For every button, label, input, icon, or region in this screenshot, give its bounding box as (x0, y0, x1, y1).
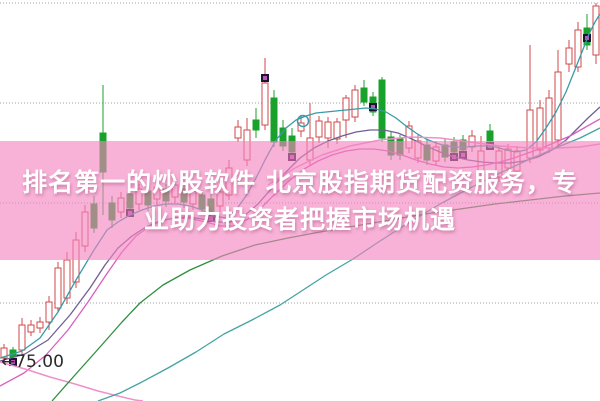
candle (108, 202, 116, 221)
ma-slate (0, 106, 600, 362)
candle (171, 184, 179, 198)
candle (225, 167, 233, 196)
candle (234, 126, 242, 139)
candle (486, 130, 494, 142)
candle (207, 198, 215, 214)
ma-green-slow (51, 192, 600, 401)
candle (536, 107, 544, 151)
candle (135, 188, 143, 205)
candle (99, 132, 107, 173)
candle (315, 120, 323, 138)
signal-marker-core (290, 155, 294, 159)
candle (216, 191, 224, 207)
signal-marker-core (209, 216, 213, 220)
ma-teal-slow (97, 127, 600, 401)
candle (144, 190, 152, 206)
candle (565, 47, 573, 65)
candle (27, 324, 35, 333)
candle (351, 89, 359, 118)
price-annotation-label: ←75.00 (1, 352, 64, 372)
candle (288, 135, 296, 153)
candle (54, 267, 62, 309)
signal-marker-core (461, 153, 465, 157)
signal-marker-core (371, 105, 375, 109)
candle (360, 87, 368, 103)
candle (270, 97, 278, 143)
candle (189, 190, 197, 205)
candle (324, 121, 332, 139)
ma-fast-teal (0, 13, 600, 359)
candle (526, 109, 534, 159)
candle (36, 321, 44, 329)
candle (198, 194, 206, 210)
candle (117, 197, 125, 213)
candle (513, 150, 521, 172)
candle (378, 79, 386, 139)
candle (396, 138, 404, 156)
candle (252, 119, 260, 131)
signal-circle-annotation (296, 114, 310, 128)
candle (261, 82, 269, 126)
candle (574, 29, 582, 68)
candle (162, 188, 170, 202)
signal-marker-core (11, 360, 15, 364)
candle (153, 186, 161, 200)
candle (554, 71, 562, 141)
ma-pink-left (0, 361, 144, 401)
ma-magenta (0, 118, 600, 387)
candle (0, 347, 8, 359)
candle (333, 121, 341, 140)
candle (243, 129, 251, 161)
signal-marker-core (263, 76, 267, 80)
candle (90, 203, 98, 229)
candle (81, 211, 89, 247)
candle (45, 301, 53, 323)
candle (18, 324, 26, 351)
candle (342, 97, 350, 121)
candle (126, 193, 134, 209)
candle (63, 259, 71, 299)
candle (592, 5, 600, 56)
candle (180, 188, 188, 203)
